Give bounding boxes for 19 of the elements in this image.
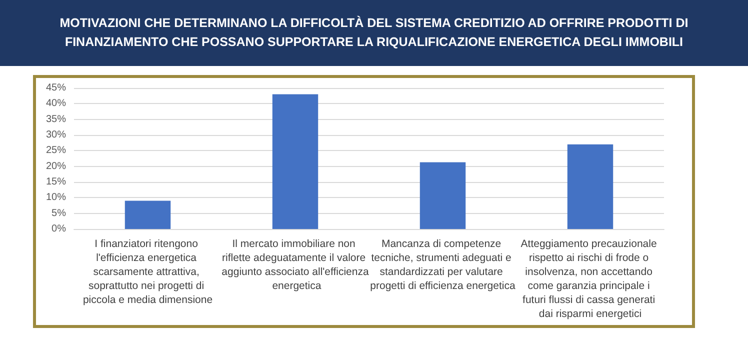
y-tick-label: 35% — [46, 114, 66, 125]
x-tick-label: I finanziatori ritengono l'efficienza energetica scarsamente attrattiva, soprattutto nei progetti di piccola e media dimensione — [82, 238, 213, 306]
y-tick-label: 45% — [46, 82, 66, 94]
y-tick-label: 25% — [46, 145, 66, 156]
y-tick-label: 40% — [46, 98, 66, 110]
bar — [124, 200, 171, 229]
y-tick-label: 15% — [46, 176, 66, 188]
chart-title: MOTIVAZIONI CHE DETERMINANO LA DIFFICOLTÀ DEL SISTEMA CREDITIZIO AD OFFRIRE PRODOTTI DI FINANZIAMENTO CHE POSSANO SUPPORTARE LA RIQUALIFICAZIONE ENERGETICA DEGLI IMMOBILI — [0, 0, 748, 66]
y-tick-label: 0% — [52, 224, 66, 234]
bar — [272, 94, 318, 229]
y-tick-label: 20% — [46, 160, 66, 172]
x-tick-label: Atteggiamento precauzionale rispetto ai rischi di frode o insolvenza, non accettando come garanzia principale i futuri flussi di cassa generati dai risparmi energetici — [520, 238, 660, 320]
y-tick-label: 10% — [46, 192, 66, 204]
bar — [567, 144, 614, 229]
x-tick-label: Mancanza di competenze tecniche, strumenti adeguati e standardizzati per valutare progetti di efficienza energetica — [370, 238, 516, 292]
y-tick-label: 30% — [46, 130, 66, 140]
x-tick-label: Il mercato immobiliare non riflette adeguatamente il valore aggiunto associato all'efficienza energetica — [222, 238, 369, 292]
bar — [420, 162, 466, 229]
y-tick-label: 5% — [52, 208, 66, 219]
